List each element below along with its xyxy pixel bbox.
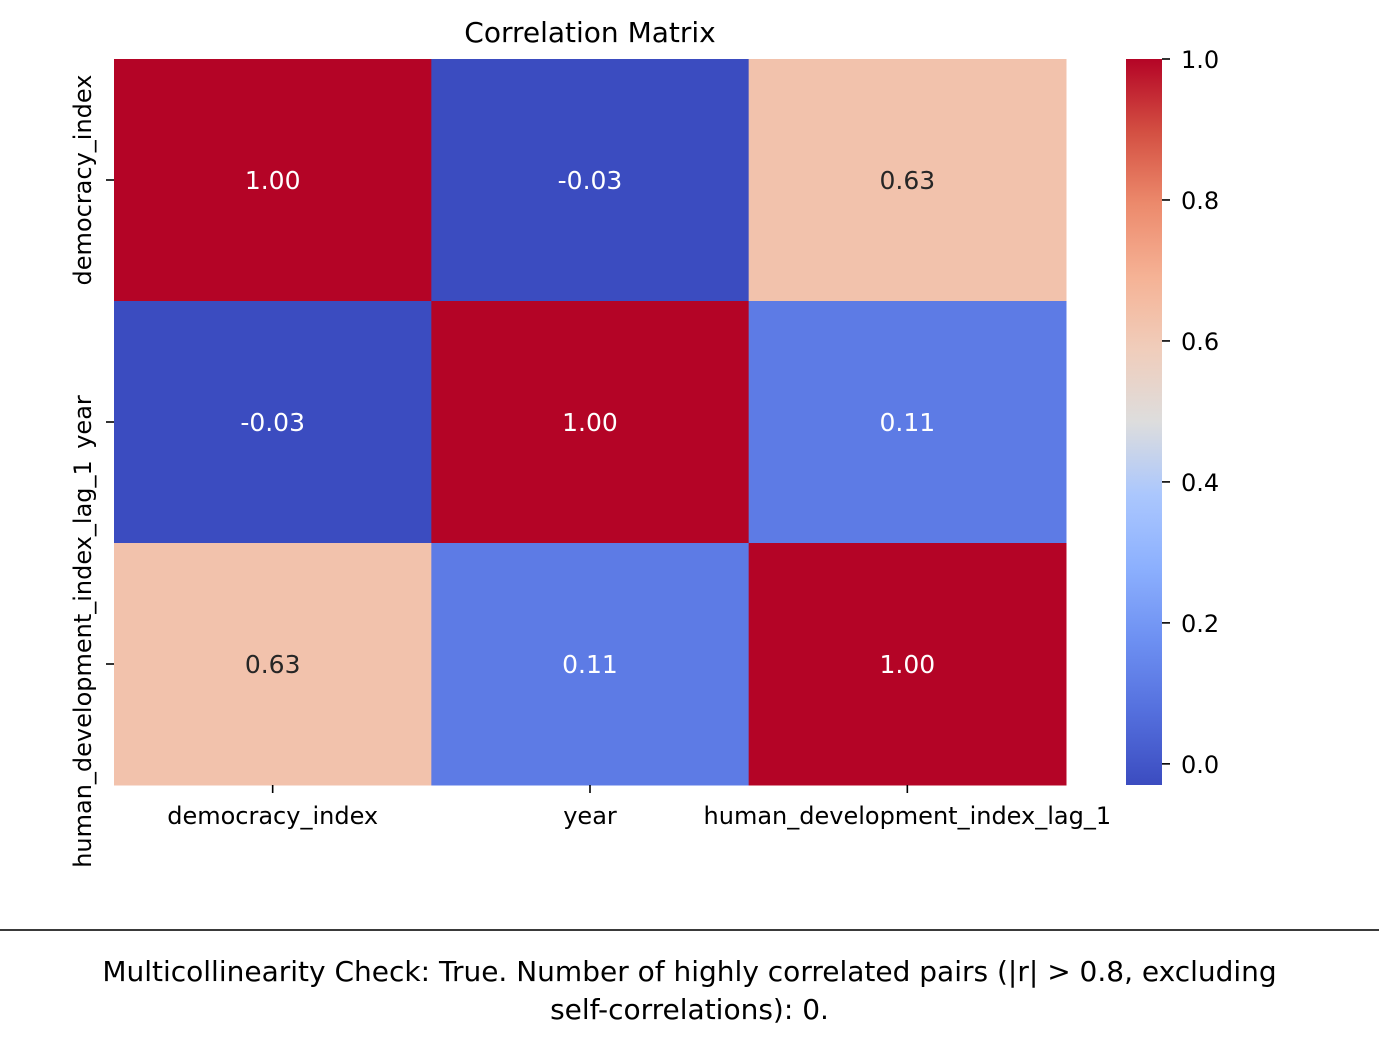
cell-value-label: 1.00 <box>245 166 301 195</box>
colorbar-tick-label: 0.4 <box>1181 469 1219 497</box>
heatmap-cell <box>748 59 1067 302</box>
cell-value-label: 0.11 <box>879 408 935 437</box>
cell-value-label: 1.00 <box>879 650 935 679</box>
heatmap-cell <box>431 543 750 786</box>
heatmap-cell <box>114 543 432 786</box>
heatmap-cell <box>114 59 432 302</box>
heatmap-cell <box>748 543 1067 786</box>
x-axis: democracy_index year human_development_ind… <box>167 785 1111 830</box>
cell-value-label: 0.11 <box>562 650 618 679</box>
heatmap-cells <box>114 59 1067 786</box>
caption-line-1: Multicollinearity Check: True. Number of… <box>102 955 1277 988</box>
cell-value-label: 0.63 <box>245 650 301 679</box>
caption-text: Multicollinearity Check: True. Number of… <box>0 953 1379 1029</box>
colorbar-tick-label: 0.6 <box>1181 328 1219 356</box>
heatmap-cell-labels: 1.00 -0.03 0.63 -0.03 1.00 0.11 0.63 0.11 1.00 <box>240 166 935 679</box>
heatmap-cell <box>748 301 1067 544</box>
colorbar-tick-label: 1.0 <box>1181 46 1219 74</box>
colorbar-tick-label: 0.2 <box>1181 610 1219 638</box>
correlation-heatmap: Correlation Matrix 1.00 -0.03 0.63-0.03 1.0… <box>69 16 1219 868</box>
heatmap-cell <box>431 301 750 544</box>
x-tick-label: year <box>563 802 617 830</box>
colorbar-ticks: 0.0 0.2 0.4 0.6 0.8 1.0 <box>1162 46 1219 779</box>
x-tick-label: human_development_index_lag_1 <box>704 802 1112 830</box>
colorbar: 0.0 0.2 0.4 0.6 0.8 1.0 <box>1126 46 1219 785</box>
colorbar-tick-label: 0.8 <box>1181 187 1219 215</box>
cell-value-label: -0.03 <box>240 408 305 437</box>
cell-value-label: 1.00 <box>562 408 618 437</box>
x-tick-label: democracy_index <box>167 802 378 830</box>
cell-value-label: 0.63 <box>879 166 935 195</box>
heatmap-cell <box>431 59 750 302</box>
caption-line-2: self-correlations): 0. <box>550 993 829 1026</box>
caption-divider <box>0 929 1379 931</box>
y-tick-label: year <box>69 395 97 449</box>
cell-value-label: -0.03 <box>558 166 623 195</box>
chart-title: Correlation Matrix <box>464 16 715 49</box>
heatmap-cell <box>114 301 432 544</box>
y-tick-label: human_development_index_lag_1 <box>69 460 97 868</box>
y-tick-label: democracy_index <box>69 75 97 286</box>
colorbar-tick-label: 0.0 <box>1181 751 1219 779</box>
colorbar-gradient <box>1126 59 1162 785</box>
